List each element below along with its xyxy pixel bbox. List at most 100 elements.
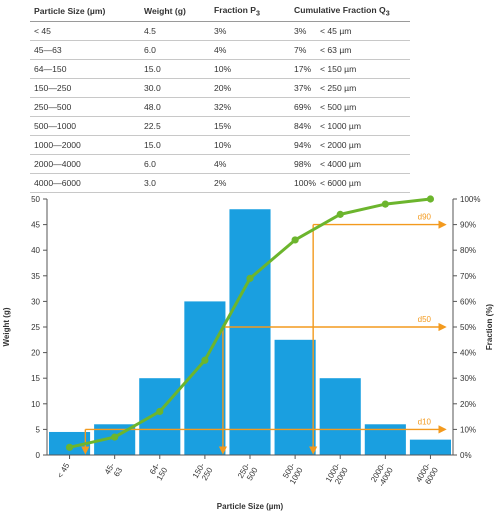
bar-0 — [49, 431, 91, 455]
right-tick-label: 90% — [460, 221, 476, 230]
particle-size-chart: d10 d50 d90 0 5 10 15 20 25 30 35 40 45 50 0% 10% 20% 30%… — [2, 195, 494, 511]
cell-particle-size: 250—500 — [30, 97, 140, 117]
bar-2 — [139, 378, 181, 455]
cell-fraction: 32% — [210, 97, 290, 117]
header-particle-size: Particle Size (µm) — [30, 1, 140, 22]
right-tick-label: 20% — [460, 400, 476, 409]
cell-cumulative-percent: 98% — [294, 159, 312, 169]
right-tick-label: 30% — [460, 374, 476, 383]
left-tick-label: 45 — [31, 221, 40, 230]
left-tick-label: 50 — [31, 195, 40, 204]
cell-fraction: 20% — [210, 78, 290, 98]
cell-cumulative-size: < 6000 µm — [320, 178, 362, 188]
left-tick-label: 20 — [31, 349, 40, 358]
cell-cumulative-size: < 63 µm — [320, 45, 352, 55]
cell-weight: 48.0 — [140, 97, 210, 117]
right-tick-label: 100% — [460, 195, 480, 204]
cell-fraction: 10% — [210, 135, 290, 155]
cell-weight: 4.5 — [140, 21, 210, 41]
right-tick-label: 70% — [460, 272, 476, 281]
y-axis-title: Weight (g) — [2, 307, 11, 346]
table-row: 1000—2000 15.0 10% 94% < 2000 µm — [30, 135, 410, 155]
cell-cumulative-percent: 84% — [294, 121, 312, 131]
left-tick-label: 10 — [31, 400, 40, 409]
table-row: < 45 4.5 3% 3% < 45 µm — [30, 21, 410, 41]
y2-axis-title: Fraction (%) — [485, 304, 494, 351]
table-header-row: Particle Size (µm) Weight (g) Fraction P… — [30, 1, 410, 22]
x-tick-label: 4000-6000 — [414, 461, 440, 488]
cell-fraction: 4% — [210, 154, 290, 174]
left-tick-label: 5 — [36, 425, 41, 434]
right-tick-label: 50% — [460, 323, 476, 332]
cumulative-point-0 — [65, 443, 74, 451]
d90-label: d90 — [418, 213, 432, 222]
cell-cumulative: 37% < 250 µm — [290, 78, 410, 98]
cumulative-point-8 — [426, 195, 435, 203]
cell-weight: 22.5 — [140, 116, 210, 136]
cell-weight: 15.0 — [140, 59, 210, 79]
cell-cumulative-percent: 17% — [294, 64, 312, 74]
cumulative-point-1 — [111, 433, 119, 441]
cell-fraction: 3% — [210, 21, 290, 41]
x-axis-title: Particle Size (µm) — [217, 502, 284, 511]
table-row: 500—1000 22.5 15% 84% < 1000 µm — [30, 116, 410, 136]
cell-particle-size: 1000—2000 — [30, 135, 140, 155]
cell-cumulative-size: < 4000 µm — [320, 159, 362, 169]
cell-cumulative: 3% < 45 µm — [290, 21, 410, 41]
x-tick-label: 1000-2000 — [324, 461, 350, 488]
bar-5 — [274, 339, 316, 455]
cumulative-point-5 — [291, 236, 299, 244]
x-tick-label: 250-500 — [236, 461, 260, 484]
x-tick-label: 45-63 — [103, 461, 125, 480]
right-tick-label: 10% — [460, 425, 476, 434]
cell-cumulative-percent: 94% — [294, 140, 312, 150]
cell-fraction: 2% — [210, 173, 290, 193]
cumulative-point-3 — [201, 356, 209, 364]
x-tick-label: 500-1000 — [280, 461, 305, 486]
cell-particle-size: 2000—4000 — [30, 154, 140, 174]
d10-label: d10 — [418, 417, 432, 426]
cumulative-point-4 — [246, 274, 254, 282]
header-cumulative-fraction: Cumulative Fraction Q3 — [290, 1, 410, 22]
x-tick-label: < 45 — [56, 461, 72, 480]
cell-cumulative-percent: 37% — [294, 83, 312, 93]
cell-particle-size: 150—250 — [30, 78, 140, 98]
table-row: 150—250 30.0 20% 37% < 250 µm — [30, 78, 410, 98]
cell-cumulative-size: < 45 µm — [320, 26, 352, 36]
cell-cumulative: 94% < 2000 µm — [290, 135, 410, 155]
particle-size-table: Particle Size (µm) Weight (g) Fraction P… — [30, 1, 410, 193]
bar-8 — [409, 439, 451, 455]
cell-cumulative: 7% < 63 µm — [290, 40, 410, 60]
cumulative-point-7 — [381, 200, 389, 208]
cell-weight: 3.0 — [140, 173, 210, 193]
cell-cumulative-percent: 3% — [294, 26, 307, 36]
cumulative-point-2 — [156, 407, 164, 416]
bar-6 — [319, 378, 361, 455]
left-tick-label: 40 — [31, 246, 40, 255]
cell-cumulative-percent: 69% — [294, 102, 312, 112]
cumulative-point-6 — [336, 210, 344, 218]
right-tick-label: 40% — [460, 349, 476, 358]
header-fraction: Fraction P3 — [210, 1, 290, 22]
cell-cumulative: 17% < 150 µm — [290, 59, 410, 79]
cell-weight: 30.0 — [140, 78, 210, 98]
cell-particle-size: 4000—6000 — [30, 173, 140, 193]
left-tick-label: 0 — [36, 451, 41, 460]
cell-cumulative: 100% < 6000 µm — [290, 173, 410, 193]
cell-fraction: 4% — [210, 40, 290, 60]
left-tick-label: 25 — [31, 323, 40, 332]
cell-cumulative-size: < 1000 µm — [320, 121, 362, 131]
cell-cumulative-size: < 250 µm — [320, 83, 357, 93]
cell-cumulative-size: < 150 µm — [320, 64, 357, 74]
table-row: 2000—4000 6.0 4% 98% < 4000 µm — [30, 154, 410, 174]
cell-cumulative: 98% < 4000 µm — [290, 154, 410, 174]
cell-cumulative-percent: 100% — [294, 178, 316, 188]
right-tick-label: 80% — [460, 246, 476, 255]
cell-particle-size: < 45 — [30, 21, 140, 41]
table-row: 45—63 6.0 4% 7% < 63 µm — [30, 40, 410, 60]
left-tick-label: 30 — [31, 297, 40, 306]
cell-fraction: 15% — [210, 116, 290, 136]
left-tick-label: 35 — [31, 272, 40, 281]
d50-label: d50 — [418, 315, 432, 324]
bar-4 — [229, 209, 271, 455]
